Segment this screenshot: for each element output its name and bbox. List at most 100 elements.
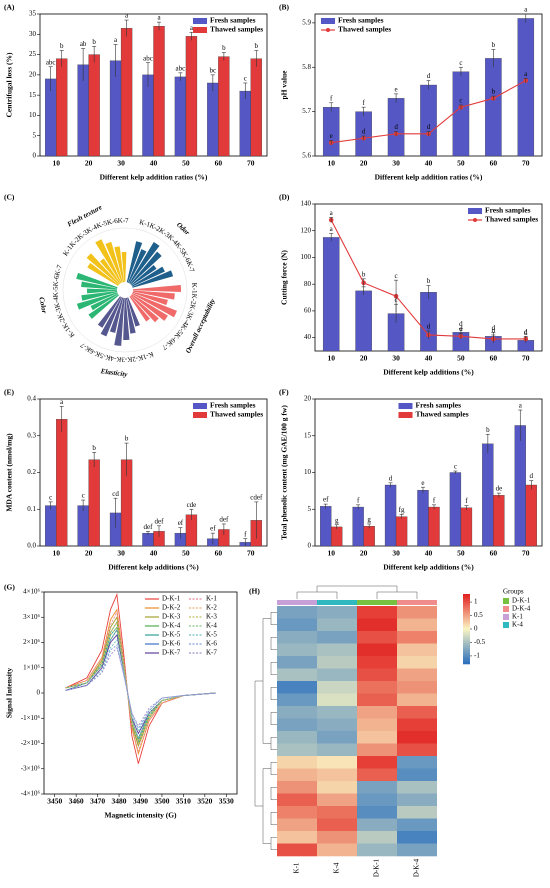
radial-bar (132, 291, 168, 306)
legend-label: D-K-1 (512, 597, 531, 605)
heatmap-cell (277, 743, 317, 757)
significance-letter: a (157, 14, 161, 22)
x-axis-label: Different kelp additions (%) (383, 368, 474, 377)
category-label: K-4 (52, 296, 62, 309)
colorbar-label: 0.5 (474, 611, 483, 619)
colorbar-label: 1 (474, 598, 478, 606)
bar (482, 443, 494, 547)
colorbar-step (463, 627, 470, 630)
legend-label: K-4 (512, 621, 523, 629)
radial-bar (129, 241, 160, 284)
heatmap-cell (317, 793, 357, 807)
colorbar-step (463, 653, 470, 656)
heatmap-cell (317, 768, 357, 782)
colorbar-step (463, 625, 470, 628)
x-tick-label: 20 (85, 549, 93, 558)
heatmap-cell (317, 843, 357, 857)
radial-bar (132, 290, 175, 300)
x-tick-label: 20 (85, 159, 93, 168)
colorbar-step (463, 634, 470, 637)
colorbar-step (463, 611, 470, 614)
significance-letter: d (524, 328, 528, 336)
y-tick-label: 30 (29, 30, 37, 38)
colorbar-step (463, 623, 470, 626)
heatmap-cell (357, 618, 397, 632)
colorbar-step (463, 646, 470, 649)
radial-bar (127, 297, 140, 327)
error-bar (329, 217, 334, 223)
significance-letter: cde (187, 501, 197, 509)
significance-letter: bc (210, 66, 217, 74)
legend-swatch (193, 27, 207, 33)
error-bar (189, 31, 194, 41)
category-label: K-2 (131, 353, 144, 363)
significance-letter: d (362, 128, 366, 136)
bar (331, 526, 343, 547)
y-tick-label: 0 (308, 542, 312, 550)
significance-letter: c (395, 272, 398, 280)
y-tick-label: 0.2 (27, 468, 36, 476)
dendrogram (270, 787, 277, 800)
y-axis-label: Centrifugal loss (%) (5, 52, 14, 117)
legend-label: Thawed samples (210, 410, 263, 419)
significance-letter: a (190, 24, 194, 32)
colorbar-step (463, 604, 470, 607)
error-bar (59, 50, 64, 67)
dendrogram (270, 662, 277, 675)
radial-bar (132, 270, 174, 288)
heatmap-cell (357, 756, 397, 769)
legend-label: Fresh samples (210, 401, 256, 410)
heatmap-cell (397, 743, 437, 757)
colorbar-step (463, 639, 470, 642)
category-label: K-1 (141, 350, 154, 361)
bar (460, 507, 473, 547)
category-label: K-1 (138, 218, 151, 229)
significance-letter: a (114, 36, 118, 44)
panel-label: (B) (279, 3, 290, 12)
plot-frame (39, 398, 268, 547)
error-bar (426, 80, 431, 90)
bar (363, 526, 375, 547)
heatmap-cell (397, 793, 437, 807)
heatmap-cell (357, 656, 397, 669)
heatmap-cell (317, 756, 357, 769)
radial-bar (105, 241, 123, 283)
legend-swatch (398, 403, 413, 409)
heatmap-cell (357, 793, 397, 807)
bar (428, 506, 440, 547)
significance-letter: c (459, 59, 462, 67)
significance-letter: f (465, 497, 468, 505)
colorbar-step (463, 622, 470, 625)
legend-swatch (503, 622, 509, 628)
bar (45, 505, 57, 547)
significance-letter: d (427, 123, 431, 131)
heatmap-cell (317, 656, 357, 669)
colorbar-step (463, 615, 470, 618)
legend-label: D-K-6 (162, 640, 181, 648)
column-group-bar (357, 600, 397, 605)
bar (88, 459, 100, 547)
significance-letter: ef (178, 519, 184, 527)
error-bar (458, 104, 463, 110)
colorbar-step (463, 609, 470, 612)
radial-bar (87, 262, 119, 286)
panel-label: (D) (279, 193, 290, 202)
significance-letter: cdef (250, 494, 263, 502)
colorbar-step (463, 650, 470, 653)
bar (420, 84, 437, 157)
colorbar-step (463, 629, 470, 632)
legend-label: K-4 (206, 622, 217, 630)
error-bar (394, 93, 399, 103)
heatmap-cell (277, 843, 317, 857)
dendrogram (270, 762, 277, 775)
radial-bar (81, 281, 118, 290)
significance-letter: d (492, 327, 496, 335)
legend-swatch (321, 18, 335, 24)
significance-letter: f (244, 530, 247, 538)
column-label: D-K-1 (373, 858, 381, 877)
error-bar (113, 44, 118, 77)
error-bar (529, 480, 534, 490)
category-label: K-7 (118, 216, 130, 224)
dendrogram (270, 687, 277, 700)
